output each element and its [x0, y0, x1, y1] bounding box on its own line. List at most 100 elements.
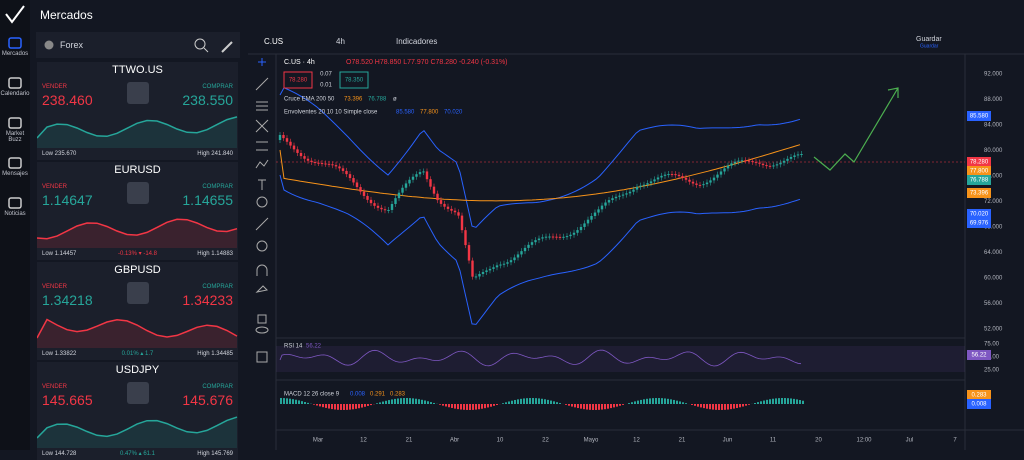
rsi-tick: 25.00 [984, 368, 1000, 374]
macd-bar [769, 399, 771, 404]
price-badge-text: 70.020 [970, 212, 989, 218]
symbol: USDJPY [37, 364, 238, 376]
macd-bar [352, 404, 354, 409]
macd-bar [739, 404, 741, 407]
candle-body [303, 156, 305, 159]
macd-bar [766, 400, 768, 404]
candle-body [713, 178, 715, 181]
macd-bar [292, 399, 294, 404]
candle-body [674, 174, 676, 175]
symbol: EURUSD [37, 164, 238, 176]
nav-icon-box[interactable] [0, 196, 30, 210]
candle-body [450, 209, 452, 211]
macd-bar [487, 404, 489, 407]
sparkline-area [37, 219, 237, 248]
candle-body [426, 171, 428, 179]
nav-icon-box[interactable] [0, 76, 30, 90]
nav-icon-box[interactable] [0, 116, 30, 130]
candle-body [762, 164, 764, 165]
price-tick: 72.000 [984, 199, 1003, 205]
sell-price: 238.460 [42, 92, 93, 108]
macd-bar [328, 404, 330, 409]
nav-label[interactable]: Noticias [0, 211, 30, 217]
macd-bar [523, 398, 525, 404]
interval: 4h [336, 37, 345, 46]
candle-body [475, 276, 477, 277]
spread: 0.07 [320, 72, 332, 78]
nav-icon-box[interactable] [0, 156, 30, 170]
ohlc: O78.520 H78.850 L77.970 C78.280 -0.240 (… [346, 59, 508, 66]
macd-bar [652, 398, 654, 404]
candle-body [464, 230, 466, 245]
macd-bar [448, 404, 450, 407]
macd-v: 0.283 [390, 392, 406, 398]
time-tick: Abr [450, 438, 459, 444]
macd-bar [643, 399, 645, 404]
rsi-v: 56.22 [306, 344, 322, 350]
nav-label[interactable]: Mensajes [0, 171, 30, 177]
macd-bar [319, 404, 321, 406]
macd-bar [787, 398, 789, 404]
category[interactable]: Forex [60, 40, 83, 50]
macd-bar [367, 404, 369, 406]
sparkline-area [37, 417, 237, 448]
candle-body [611, 198, 613, 200]
macd-bar [613, 404, 615, 407]
candle-body [695, 184, 697, 185]
macd-bar [601, 404, 603, 410]
candle-body [296, 149, 298, 153]
sparkline [37, 308, 238, 348]
nav-label[interactable]: Mercados [0, 51, 30, 57]
buy-label: COMPRAR [202, 384, 233, 390]
nav-label[interactable]: Calendario [0, 91, 30, 97]
candle-body [391, 204, 393, 210]
candle-body [401, 188, 403, 193]
nav-icon-box[interactable] [0, 36, 30, 50]
candle-body [720, 171, 722, 174]
candle-body [730, 163, 732, 165]
search-edit-icons[interactable] [194, 38, 234, 54]
macd-bar [475, 404, 477, 410]
time-tick: Mar [313, 438, 323, 444]
macd-bar [295, 400, 297, 404]
candle-body [370, 200, 372, 203]
candle-body [286, 138, 288, 142]
candle-body [597, 209, 599, 212]
macd-bar [640, 400, 642, 404]
candle-body [783, 161, 785, 163]
macd-bar [307, 403, 309, 404]
candle-body [408, 180, 410, 184]
candle-body [457, 212, 459, 215]
macd-bar [583, 404, 585, 409]
price-tick: 64.000 [984, 250, 1003, 256]
candle-body [363, 192, 365, 196]
macd-bar [439, 404, 441, 405]
candle-body [422, 171, 424, 172]
macd-bar [325, 404, 327, 408]
macd-name: MACD 12 26 close 9 [284, 392, 340, 398]
candle-body [786, 159, 788, 161]
macd-bar [763, 401, 765, 404]
candle-body [398, 193, 400, 198]
nav-icon [9, 78, 21, 88]
candle-body [723, 168, 725, 171]
buy-label: COMPRAR [202, 184, 233, 190]
candle-body [667, 174, 669, 175]
macd-bar [736, 404, 738, 408]
side-nav: Mercados Calendario Market Buzz Mensajes Not… [0, 0, 30, 450]
page: Mercados Calendario Market Buzz Mensajes Not… [0, 0, 1024, 450]
ema-name: Cruce EMA 200 50 [284, 97, 335, 103]
macd-bar [349, 404, 351, 410]
macd-bar [547, 400, 549, 404]
macd-bar [331, 404, 333, 409]
macd-bar [622, 404, 624, 405]
candle-body [678, 175, 680, 176]
nav-label[interactable]: Market Buzz [0, 131, 30, 143]
macd-bar [589, 404, 591, 410]
macd-bar [478, 404, 480, 409]
